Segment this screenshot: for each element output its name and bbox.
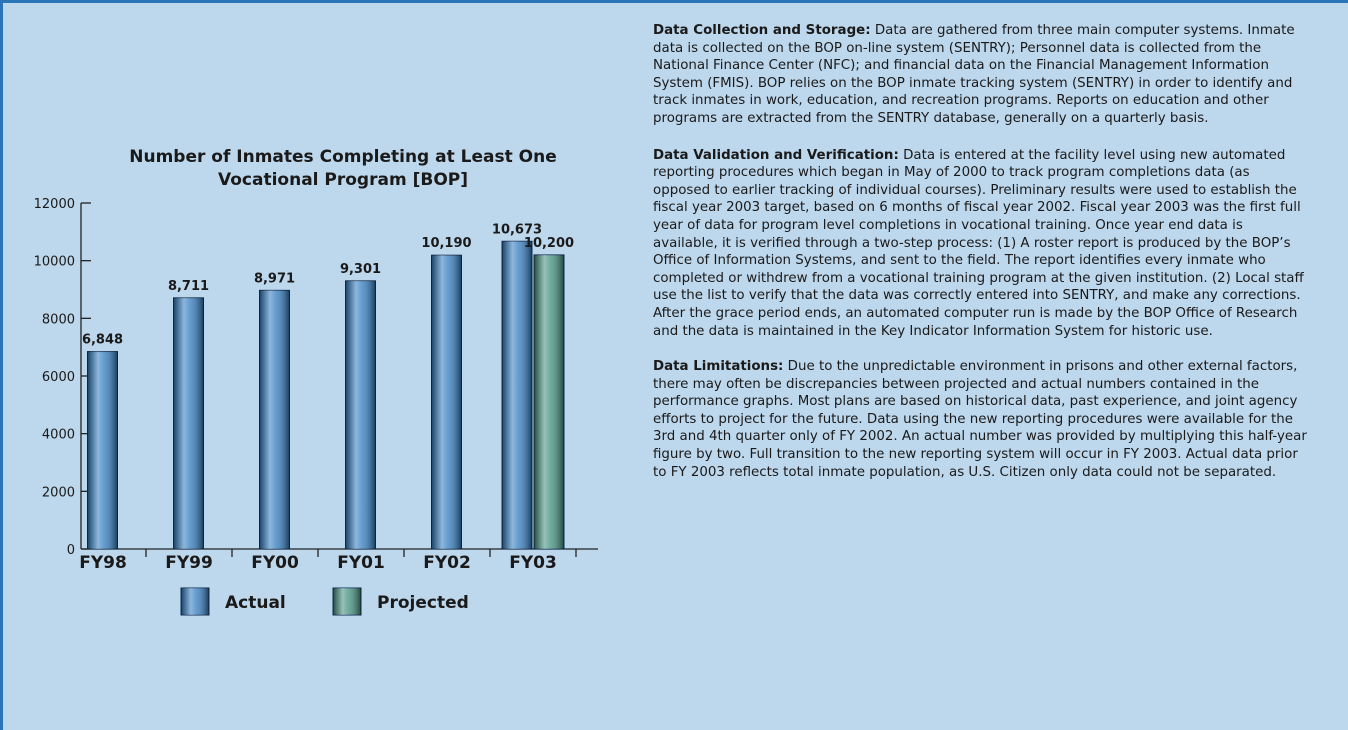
paragraph-heading: Data Collection and Storage: (653, 23, 871, 38)
x-tick-label: FY01 (337, 553, 385, 573)
value-label: 10,673 (492, 222, 542, 237)
value-label: 8,711 (168, 279, 209, 294)
paragraph-body: Data is entered at the facility level us… (653, 147, 1304, 339)
paragraph-heading: Data Limitations: (653, 359, 784, 375)
legend-shine (181, 588, 209, 615)
text-column: Data Collection and Storage: Data are ga… (653, 22, 1308, 500)
paragraph-body: Due to the unpredictable environment in … (653, 359, 1307, 480)
chart: 0 2000 4000 6000 8000 10000 12000 FY98 6,848 FY99… (34, 197, 598, 616)
value-label: 9,301 (340, 262, 381, 277)
bar (173, 297, 204, 550)
x-tick-label: FY98 (79, 553, 127, 573)
bar (431, 254, 462, 550)
y-tick-label: 10000 (34, 255, 75, 270)
value-label: 8,971 (254, 271, 295, 286)
y-tick-label: 6000 (42, 370, 75, 385)
bar (87, 351, 118, 550)
y-tick-label: 2000 (42, 485, 75, 500)
x-tick-label: FY02 (423, 553, 471, 573)
legend-shine (333, 588, 361, 615)
x-tick-label: FY00 (251, 553, 299, 573)
legend-label: Projected (377, 593, 469, 613)
paragraph-body: Data are gathered from three main comput… (653, 23, 1295, 126)
value-label: 10,200 (524, 236, 574, 251)
y-tick-label: 0 (67, 543, 75, 558)
bar (259, 289, 290, 550)
y-tick-label: 8000 (42, 312, 75, 327)
value-label: 10,190 (421, 236, 471, 251)
bar (501, 240, 533, 550)
y-tick-label: 4000 (42, 428, 75, 443)
x-tick-label: FY99 (165, 553, 213, 573)
bar (533, 254, 565, 550)
paragraph-heading: Data Validation and Verification: (653, 147, 899, 163)
paragraph: Data Limitations: Due to the unpredictab… (653, 358, 1308, 481)
paragraph: Data Collection and Storage: Data are ga… (653, 22, 1308, 128)
value-label: 6,848 (82, 333, 123, 348)
chart-title: Number of Inmates Completing at Least On… (129, 147, 557, 190)
paragraph: Data Validation and Verification: Data i… (653, 147, 1308, 341)
x-tick-label: FY03 (509, 553, 557, 573)
legend-label: Actual (225, 593, 286, 613)
y-tick-label: 12000 (34, 197, 75, 212)
bar (345, 280, 376, 550)
